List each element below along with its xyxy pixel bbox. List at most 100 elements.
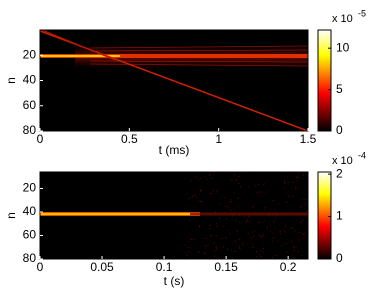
colorbar [317, 29, 332, 132]
speckle [257, 183, 259, 185]
colorbar-tick-label: 0 [336, 251, 343, 265]
speckle [278, 203, 280, 205]
speckle [219, 203, 221, 205]
speckle [246, 220, 248, 222]
speckle [292, 182, 294, 184]
speckle [212, 190, 214, 192]
speckle [199, 189, 201, 191]
speckle [248, 186, 250, 188]
speckle [186, 193, 188, 195]
colorbar-tick-label: 1 [336, 209, 343, 223]
speckle [305, 198, 307, 200]
speckle [266, 180, 268, 182]
speckle [205, 178, 207, 180]
speckle [242, 242, 244, 244]
speckle [209, 174, 211, 176]
speckle [270, 231, 272, 233]
axes-frame [39, 171, 309, 260]
speckle [189, 183, 191, 185]
speckle [301, 198, 303, 200]
x-tick-label: 0 [37, 132, 44, 146]
speckle [298, 172, 300, 174]
speckle [291, 227, 293, 229]
speckle [258, 180, 260, 182]
speckle [223, 172, 225, 174]
speckle [239, 186, 241, 188]
speckle [243, 216, 245, 218]
speckle [207, 244, 209, 246]
speckle [209, 228, 211, 230]
speckle [296, 176, 298, 178]
speckle [294, 230, 296, 232]
y-tick-label: 60 [23, 98, 37, 112]
speckle [239, 239, 241, 241]
speckle [300, 221, 302, 223]
speckle [204, 176, 206, 178]
speckle [231, 179, 233, 181]
speckle [272, 215, 274, 217]
speckle [253, 184, 255, 186]
speckle [300, 206, 302, 208]
speckle [264, 220, 266, 222]
speckle [297, 176, 299, 178]
speckle [239, 247, 241, 249]
speckle [285, 193, 287, 195]
speckle [192, 195, 194, 197]
speckle [199, 201, 201, 203]
speckle [294, 220, 296, 222]
speckle [187, 247, 189, 249]
speckle [292, 228, 294, 230]
speckle [245, 221, 247, 223]
colorbar-tick-label: 2 [336, 166, 343, 180]
x-tick-label: 0.5 [121, 132, 138, 146]
speckle [291, 255, 293, 257]
speckle [272, 240, 274, 242]
speckle [261, 237, 263, 239]
x-axis-label: t (ms) [159, 143, 190, 157]
speckle [194, 207, 196, 209]
speckle [221, 238, 223, 240]
speckle [204, 252, 206, 254]
x-tick-label: 0.15 [214, 260, 238, 274]
colorbar-multiplier: x 10 [332, 155, 353, 167]
speckle [294, 185, 296, 187]
colorbar-tick-label: 5 [336, 82, 343, 96]
speckle [229, 232, 231, 234]
speckle [274, 208, 276, 210]
speckle [216, 225, 218, 227]
speckle [247, 208, 249, 210]
speckle [235, 240, 237, 242]
y-axis-label: n [4, 212, 18, 219]
speckle [257, 192, 259, 194]
speckle [292, 195, 294, 197]
x-tick-label: 0.2 [280, 260, 297, 274]
speckle [236, 230, 238, 232]
x-axis-label: t (s) [164, 274, 185, 288]
speckle [230, 249, 232, 251]
speckle [262, 184, 264, 186]
speckle [272, 232, 274, 234]
speckle [256, 256, 258, 258]
speckle [273, 219, 275, 221]
speckle [263, 233, 265, 235]
speckle [232, 215, 234, 217]
speckle [293, 245, 295, 247]
speckle [225, 206, 227, 208]
speckle [258, 221, 260, 223]
speckle [200, 200, 202, 202]
speckle [195, 197, 197, 199]
speckle [256, 251, 258, 253]
y-tick-label: 20 [23, 181, 37, 195]
speckle [253, 235, 255, 237]
speckle [190, 180, 192, 182]
speckle [213, 229, 215, 231]
speckle [291, 240, 293, 242]
speckle [242, 172, 244, 174]
speckle [230, 201, 232, 203]
speckle [283, 186, 285, 188]
speckle [244, 191, 246, 193]
colorbar-tick-label: 0 [336, 123, 343, 137]
speckle [252, 207, 254, 209]
speckle [238, 176, 240, 178]
